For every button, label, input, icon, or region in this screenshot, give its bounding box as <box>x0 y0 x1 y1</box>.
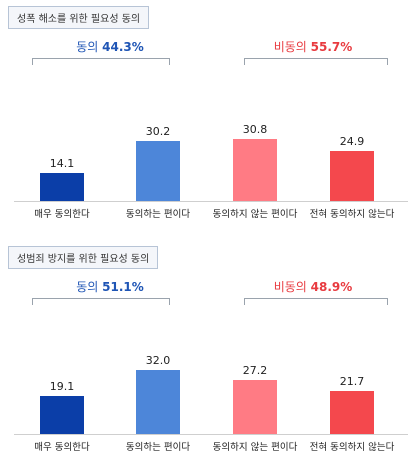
agree-group-pct: 51.1% <box>102 280 144 294</box>
value-label-2: 30.2 <box>145 124 171 138</box>
agree-group-bracket <box>32 58 170 65</box>
value-label-1: 14.1 <box>49 156 75 170</box>
category-label-2: 동의하는 편이다 <box>125 442 191 453</box>
bar-1 <box>40 395 84 434</box>
value-label-4: 24.9 <box>339 135 365 149</box>
category-label-2: 동의하는 편이다 <box>125 209 191 220</box>
disagree-group-pct: 48.9% <box>310 280 353 294</box>
disagree-group-pct: 55.7% <box>310 40 353 54</box>
value-label-2: 32.0 <box>145 354 171 367</box>
disagree-group-name: 비동의 <box>273 280 307 294</box>
disagree-group-name: 비동의 <box>273 40 307 54</box>
agree-group-label: 동의 51.1% <box>60 278 160 295</box>
agree-group-name: 동의 <box>76 40 99 54</box>
chart-panel-1: 성폭 해소를 위한 필요성 동의 동의 44.3% 비동의 55.7% 14.1… <box>0 0 416 232</box>
value-label-3: 30.8 <box>242 123 268 137</box>
disagree-group-bracket <box>244 298 388 305</box>
bar-plot-area: 19.1 매우 동의한다 32.0 동의하는 편이다 27.2 동의하지 않는 편이다 21… <box>0 240 416 465</box>
bar-1 <box>40 172 84 201</box>
value-label-1: 19.1 <box>49 379 75 393</box>
category-label-4: 전혀 동의하지 않는다 <box>309 209 395 220</box>
agree-group-name: 동의 <box>76 280 99 294</box>
value-label-3: 27.2 <box>242 363 268 377</box>
disagree-group-bracket <box>244 58 388 65</box>
value-label-4: 21.7 <box>339 374 365 388</box>
category-label-1: 매우 동의한다 <box>34 442 90 453</box>
category-label-3: 동의하지 않는 편이다 <box>212 209 298 220</box>
bar-4 <box>330 151 374 201</box>
chart-title: 성범죄 방지를 위한 필요성 동의 <box>8 246 159 269</box>
agree-group-label: 동의 44.3% <box>60 38 160 55</box>
category-label-1: 매우 동의한다 <box>34 209 90 220</box>
bar-2 <box>136 370 180 434</box>
bar-2 <box>136 140 180 201</box>
bar-3 <box>233 379 277 434</box>
disagree-group-label: 비동의 55.7% <box>258 38 368 55</box>
disagree-group-label: 비동의 48.9% <box>258 278 368 295</box>
agree-group-bracket <box>32 298 170 305</box>
bar-3 <box>233 139 277 201</box>
bar-4 <box>330 390 374 434</box>
category-label-3: 동의하지 않는 편이다 <box>212 442 298 453</box>
baseline <box>14 201 408 202</box>
chart-title: 성폭 해소를 위한 필요성 동의 <box>8 6 150 29</box>
agree-group-pct: 44.3% <box>102 40 144 54</box>
baseline <box>14 434 408 435</box>
category-label-4: 전혀 동의하지 않는다 <box>309 442 395 453</box>
bar-plot-area: 14.1 매우 동의한다 30.2 동의하는 편이다 30.8 동의하지 않는 편이다 24… <box>0 0 416 232</box>
chart-panel-2: 성범죄 방지를 위한 필요성 동의 동의 51.1% 비동의 48.9% 19.… <box>0 240 416 465</box>
